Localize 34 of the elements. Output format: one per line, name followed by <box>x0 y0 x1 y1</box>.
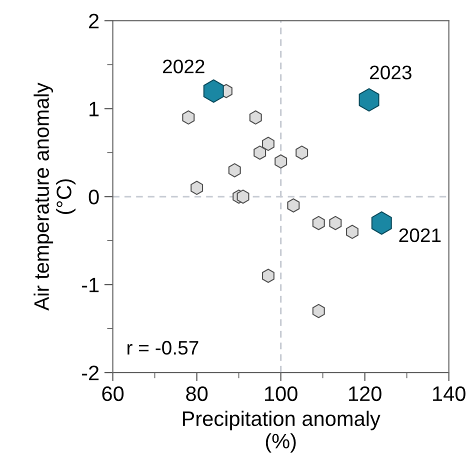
point <box>329 216 342 230</box>
annotation: 2023 <box>370 66 412 80</box>
x-axis-title: Precipitation anomaly (%) <box>182 410 380 453</box>
point <box>182 110 195 125</box>
point <box>312 216 325 230</box>
x-tick-label: 120 <box>349 386 382 402</box>
point <box>296 146 308 160</box>
y-tick-label: 1 <box>90 102 99 116</box>
point <box>262 136 274 152</box>
y-tick-label: 0 <box>88 190 99 204</box>
point <box>274 154 288 169</box>
point <box>358 88 380 112</box>
annotation: r = -0.57 <box>128 340 198 355</box>
x-tick-label: 100 <box>265 386 298 402</box>
point <box>236 190 250 204</box>
point <box>312 304 325 318</box>
point <box>287 198 300 213</box>
point <box>190 180 204 195</box>
x-tick-label: 60 <box>102 386 124 402</box>
point <box>262 268 274 283</box>
point <box>371 211 392 235</box>
y-axis-title: Air temperature anomaly (°C) <box>34 82 76 311</box>
point <box>249 110 262 125</box>
point <box>346 224 358 239</box>
x-tick-label: 80 <box>186 386 208 402</box>
y-tick-label: -2 <box>82 366 99 380</box>
point <box>254 146 266 160</box>
x-tick-label: 140 <box>433 386 466 402</box>
y-tick-label: 2 <box>89 14 99 28</box>
point <box>228 163 241 178</box>
annotation: 2022 <box>163 60 204 74</box>
annotation: 2021 <box>399 228 441 242</box>
point <box>203 79 224 103</box>
y-tick-label: -1 <box>82 278 99 292</box>
